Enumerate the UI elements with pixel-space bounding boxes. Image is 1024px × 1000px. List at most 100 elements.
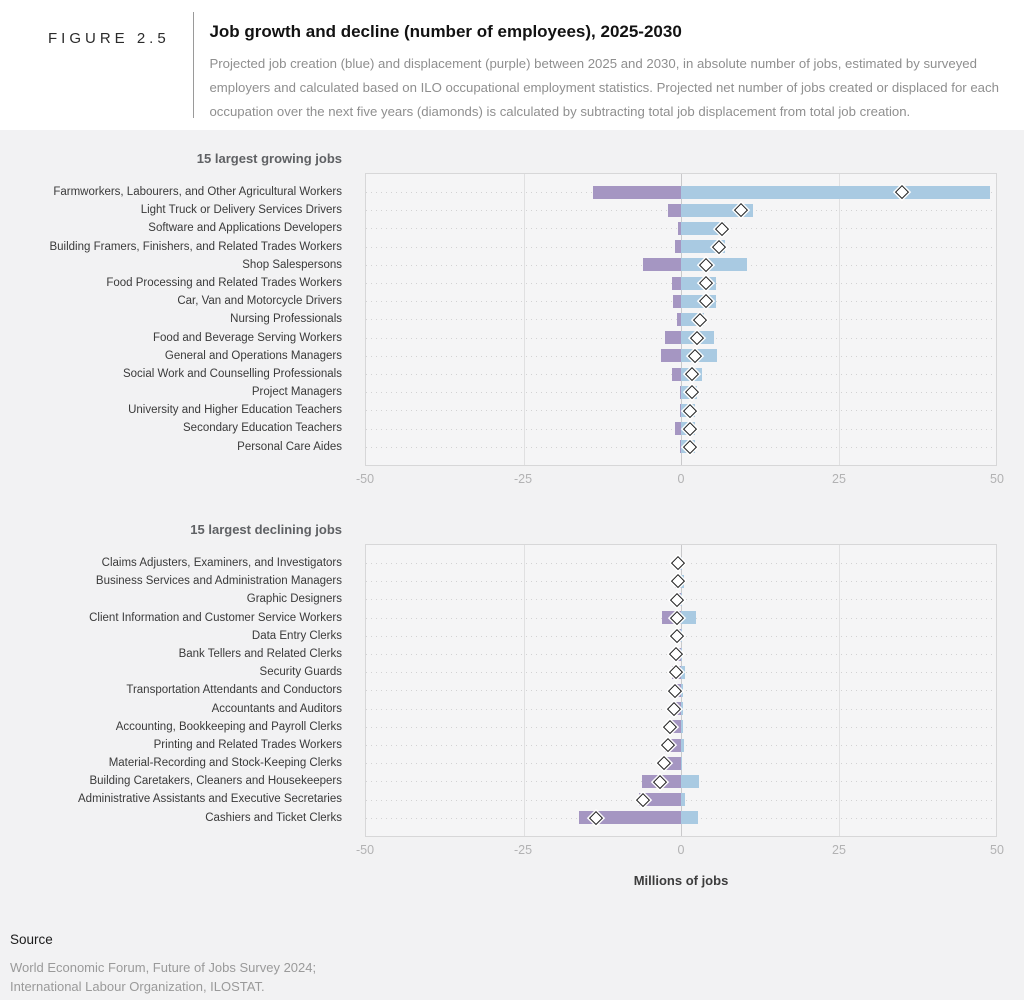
axis-tick-label: 25 (832, 843, 846, 857)
bar-row (366, 791, 996, 809)
creation-bar (681, 665, 685, 679)
displacement-bar (672, 367, 681, 381)
bar-row (366, 383, 996, 401)
growing-jobs-chart-title: 15 largest growing jobs (196, 151, 342, 166)
displacement-bar (674, 422, 681, 436)
source-heading: Source (10, 932, 53, 947)
header-text-block: Job growth and decline (number of employ… (209, 22, 1024, 130)
category-label: General and Operations Managers (164, 349, 342, 362)
axis-tick-label: 25 (832, 472, 846, 486)
category-label: Security Guards (259, 666, 342, 679)
creation-bar (681, 756, 683, 770)
bar-row (366, 609, 996, 627)
source-line-2: International Labour Organization, ILOST… (10, 979, 265, 994)
bar-row (366, 292, 996, 310)
bar-row (366, 809, 996, 827)
displacement-bar (668, 203, 681, 217)
displacement-bar (660, 349, 681, 363)
axis-tick-label: -25 (513, 472, 533, 486)
creation-bar (681, 793, 685, 807)
category-label: Administrative Assistants and Executive … (78, 793, 342, 806)
displacement-bar (578, 811, 681, 825)
bar-row (366, 274, 996, 292)
bar-row (366, 627, 996, 645)
bar-row (366, 401, 996, 419)
creation-bar (681, 774, 699, 788)
creation-bar (681, 720, 683, 734)
displacement-bar (643, 258, 681, 272)
growing-jobs-x-axis: -50 -25 0 25 50 (356, 466, 1004, 488)
displacement-bar (677, 312, 681, 326)
bar-row (366, 700, 996, 718)
bar-row (366, 310, 996, 328)
creation-bar (681, 611, 697, 625)
category-label: Business Services and Administration Man… (95, 575, 342, 588)
creation-bar (681, 221, 726, 235)
bar-row (366, 438, 996, 456)
category-label: Social Work and Counselling Professional… (122, 367, 342, 380)
category-label: Material-Recording and Stock-Keeping Cle… (108, 757, 342, 770)
category-label: Building Framers, Finishers, and Related… (49, 240, 342, 253)
category-label: Printing and Related Trades Workers (153, 738, 342, 751)
figure-number-label: FIGURE 2.5 (48, 30, 170, 47)
axis-tick-label: 0 (677, 843, 685, 857)
category-label: Food Processing and Related Trades Worke… (106, 276, 342, 289)
category-label: University and Higher Education Teachers (128, 404, 342, 417)
displacement-bar (679, 440, 681, 454)
displacement-bar (665, 331, 681, 345)
bar-row (366, 420, 996, 438)
category-label: Client Information and Customer Service … (89, 611, 342, 624)
bar-row (366, 347, 996, 365)
category-label: Light Truck or Delivery Services Drivers (140, 204, 342, 217)
displacement-bar (679, 403, 681, 417)
category-label: Food and Beverage Serving Workers (153, 331, 342, 344)
displacement-bar (677, 221, 681, 235)
figure-header: FIGURE 2.5 Job growth and decline (numbe… (0, 0, 1024, 130)
category-label: Nursing Professionals (230, 313, 342, 326)
axis-tick-label: 50 (990, 843, 1004, 857)
declining-jobs-chart: 15 largest declining jobs Claims Adjuste… (0, 522, 1024, 859)
category-label: Project Managers (251, 386, 342, 399)
bar-row (366, 238, 996, 256)
displacement-bar (674, 240, 681, 254)
header-divider (193, 12, 195, 118)
category-label: Bank Tellers and Related Clerks (178, 647, 342, 660)
bar-row (366, 590, 996, 608)
category-label: Farmworkers, Labourers, and Other Agricu… (53, 186, 342, 198)
category-label: Claims Adjusters, Examiners, and Investi… (101, 557, 342, 569)
bar-row (366, 183, 996, 201)
declining-jobs-plot-area (365, 544, 997, 837)
creation-bar (681, 702, 683, 716)
growing-jobs-plot-area (365, 173, 997, 466)
bar-row (366, 772, 996, 790)
growing-jobs-chart: 15 largest growing jobs Farmworkers, Lab… (0, 151, 1024, 488)
bar-row (366, 718, 996, 736)
axis-tick-label: 50 (990, 472, 1004, 486)
bar-row (366, 329, 996, 347)
bar-row (366, 365, 996, 383)
creation-bar (681, 258, 748, 272)
bar-row (366, 754, 996, 772)
displacement-bar (673, 294, 681, 308)
source-block: Source World Economic Forum, Future of J… (10, 932, 1024, 996)
figure-title: Job growth and decline (number of employ… (209, 22, 682, 41)
growing-jobs-category-labels: Farmworkers, Labourers, and Other Agricu… (0, 173, 342, 466)
category-label: Shop Salespersons (242, 258, 342, 271)
bar-row (366, 663, 996, 681)
category-label: Building Caretakers, Cleaners and Housek… (89, 775, 342, 788)
displacement-bar (679, 385, 681, 399)
axis-tick-label: 0 (677, 472, 685, 486)
displacement-bar (639, 793, 681, 807)
x-axis-title: Millions of jobs (633, 873, 729, 888)
category-label: Cashiers and Ticket Clerks (205, 811, 342, 824)
creation-bar (681, 811, 698, 825)
net-diamond (671, 556, 686, 570)
bar-row (366, 554, 996, 572)
bar-row (366, 645, 996, 663)
category-label: Data Entry Clerks (251, 629, 342, 642)
axis-tick-label: -50 (355, 843, 375, 857)
category-label: Secondary Education Teachers (183, 422, 342, 435)
declining-jobs-category-labels: Claims Adjusters, Examiners, and Investi… (0, 544, 342, 837)
bar-row (366, 736, 996, 754)
bar-row (366, 201, 996, 219)
